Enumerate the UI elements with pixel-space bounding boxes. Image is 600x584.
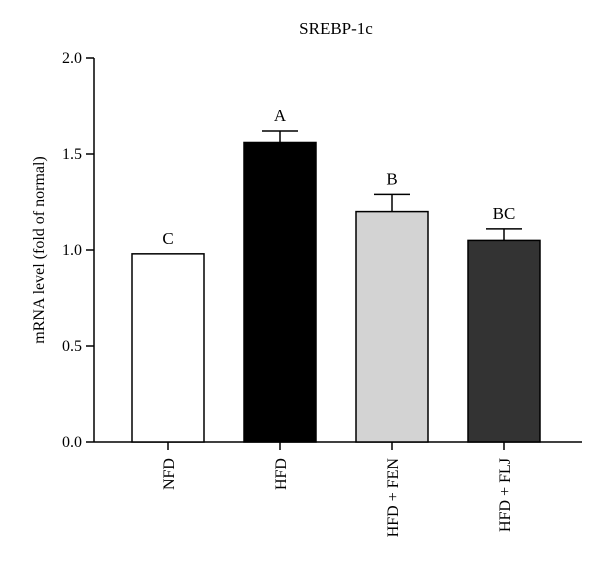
y-tick-label: 1.0	[62, 242, 82, 259]
bar-nfd	[131, 253, 205, 443]
bar-hfd-flj	[467, 239, 541, 443]
y-axis-label: mRNA level (fold of normal)	[31, 156, 48, 344]
significance-label: B	[386, 169, 397, 188]
significance-labels-group: C A B BC	[162, 106, 515, 248]
bars-group	[131, 141, 541, 443]
y-axis-ticks: 0.0 0.5 1.0 1.5 2.0	[62, 50, 94, 451]
chart-title: SREBP-1c	[299, 19, 373, 38]
bar-hfd-fen	[355, 210, 429, 443]
y-tick-label: 2.0	[62, 50, 82, 67]
x-category-label: HFD	[273, 458, 290, 490]
x-category-label: HFD + FLJ	[497, 458, 514, 532]
significance-label: BC	[493, 204, 516, 223]
error-bars-group	[262, 130, 522, 241]
y-tick-label: 0.0	[62, 434, 82, 451]
category-labels-group: NFD HFD HFD + FEN HFD + FLJ	[161, 442, 514, 537]
y-tick-label: 1.5	[62, 146, 82, 163]
x-category-label: HFD + FEN	[385, 458, 402, 538]
y-tick-label: 0.5	[62, 338, 82, 355]
x-category-label: NFD	[161, 458, 178, 490]
bar-hfd	[243, 141, 317, 443]
significance-label: A	[274, 106, 287, 125]
significance-label: C	[162, 229, 173, 248]
